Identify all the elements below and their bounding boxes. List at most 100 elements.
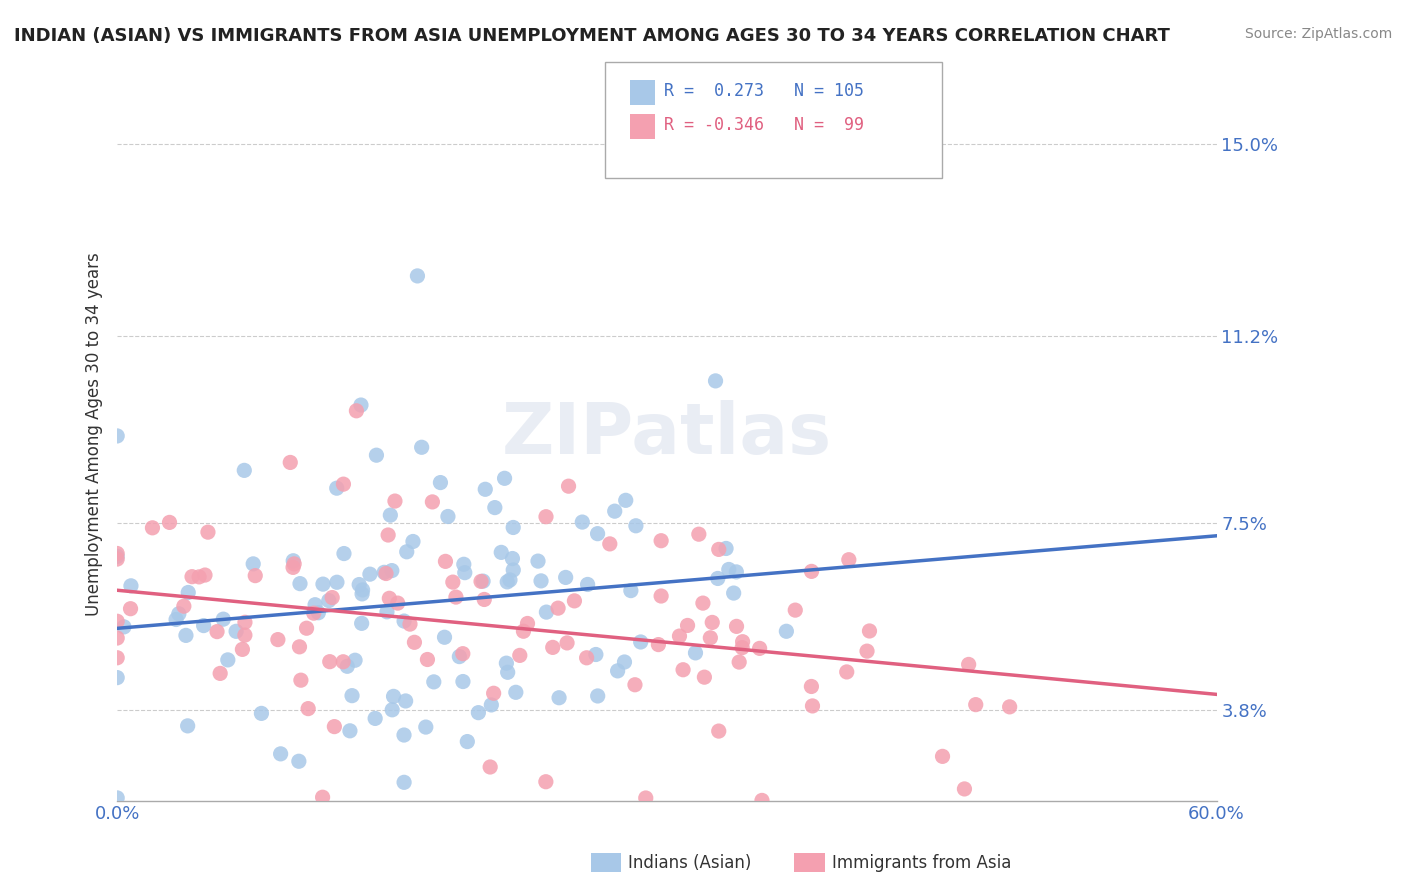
Point	[326, 575, 349, 590]
Point	[105, 614, 128, 628]
Point	[290, 673, 312, 688]
Point	[375, 605, 398, 619]
Point	[176, 719, 198, 733]
Point	[479, 760, 502, 774]
Point	[105, 791, 128, 805]
Point	[233, 463, 256, 477]
Point	[495, 656, 517, 670]
Point	[394, 694, 416, 708]
Point	[384, 494, 406, 508]
Point	[295, 621, 318, 635]
Point	[650, 533, 672, 548]
Point	[392, 728, 415, 742]
Point	[231, 642, 253, 657]
Point	[141, 521, 163, 535]
Point	[120, 579, 142, 593]
Point	[159, 516, 181, 530]
Point	[775, 624, 797, 639]
Point	[838, 552, 860, 566]
Point	[534, 774, 557, 789]
Point	[245, 568, 267, 582]
Point	[387, 596, 409, 610]
Point	[650, 589, 672, 603]
Point	[326, 481, 349, 495]
Point	[456, 734, 478, 748]
Point	[613, 655, 636, 669]
Point	[467, 706, 489, 720]
Point	[541, 640, 564, 655]
Point	[318, 593, 340, 607]
Point	[856, 644, 879, 658]
Point	[702, 615, 724, 630]
Text: Source: ZipAtlas.com: Source: ZipAtlas.com	[1244, 27, 1392, 41]
Point	[333, 547, 356, 561]
Text: Immigrants from Asia: Immigrants from Asia	[832, 855, 1012, 872]
Point	[470, 574, 492, 589]
Point	[801, 698, 824, 713]
Point	[586, 526, 609, 541]
Point	[624, 518, 647, 533]
Point	[530, 574, 553, 588]
Point	[858, 624, 880, 638]
Point	[181, 569, 204, 583]
Point	[501, 551, 523, 566]
Point	[344, 653, 367, 667]
Point	[586, 689, 609, 703]
Point	[714, 541, 737, 556]
Point	[433, 630, 456, 644]
Point	[340, 689, 363, 703]
Point	[717, 562, 740, 576]
Point	[423, 674, 446, 689]
Point	[278, 455, 301, 469]
Point	[585, 648, 607, 662]
Point	[751, 793, 773, 807]
Point	[359, 567, 381, 582]
Point	[931, 749, 953, 764]
Point	[392, 775, 415, 789]
Point	[350, 616, 373, 631]
Y-axis label: Unemployment Among Ages 30 to 34 years: Unemployment Among Ages 30 to 34 years	[86, 252, 103, 616]
Point	[599, 537, 621, 551]
Point	[225, 624, 247, 639]
Point	[250, 706, 273, 721]
Point	[194, 568, 217, 582]
Point	[283, 554, 305, 568]
Point	[302, 606, 325, 620]
Point	[835, 665, 858, 679]
Point	[707, 571, 730, 585]
Point	[453, 558, 475, 572]
Point	[375, 566, 398, 581]
Point	[105, 650, 128, 665]
Point	[352, 582, 374, 597]
Point	[105, 547, 128, 561]
Point	[399, 617, 422, 632]
Point	[312, 577, 335, 591]
Point	[965, 698, 987, 712]
Point	[725, 565, 748, 579]
Point	[576, 577, 599, 591]
Point	[193, 618, 215, 632]
Point	[332, 655, 354, 669]
Point	[242, 557, 264, 571]
Point	[564, 594, 586, 608]
Point	[422, 495, 444, 509]
Point	[547, 601, 569, 615]
Point	[437, 509, 460, 524]
Point	[307, 606, 329, 620]
Point	[267, 632, 290, 647]
Point	[105, 552, 128, 566]
Point	[575, 650, 598, 665]
Point	[336, 659, 359, 673]
Point	[534, 509, 557, 524]
Point	[444, 590, 467, 604]
Point	[392, 614, 415, 628]
Point	[998, 699, 1021, 714]
Point	[509, 648, 531, 663]
Point	[494, 471, 516, 485]
Point	[174, 628, 197, 642]
Point	[270, 747, 292, 761]
Point	[321, 591, 343, 605]
Point	[415, 720, 437, 734]
Point	[785, 603, 807, 617]
Point	[404, 635, 426, 649]
